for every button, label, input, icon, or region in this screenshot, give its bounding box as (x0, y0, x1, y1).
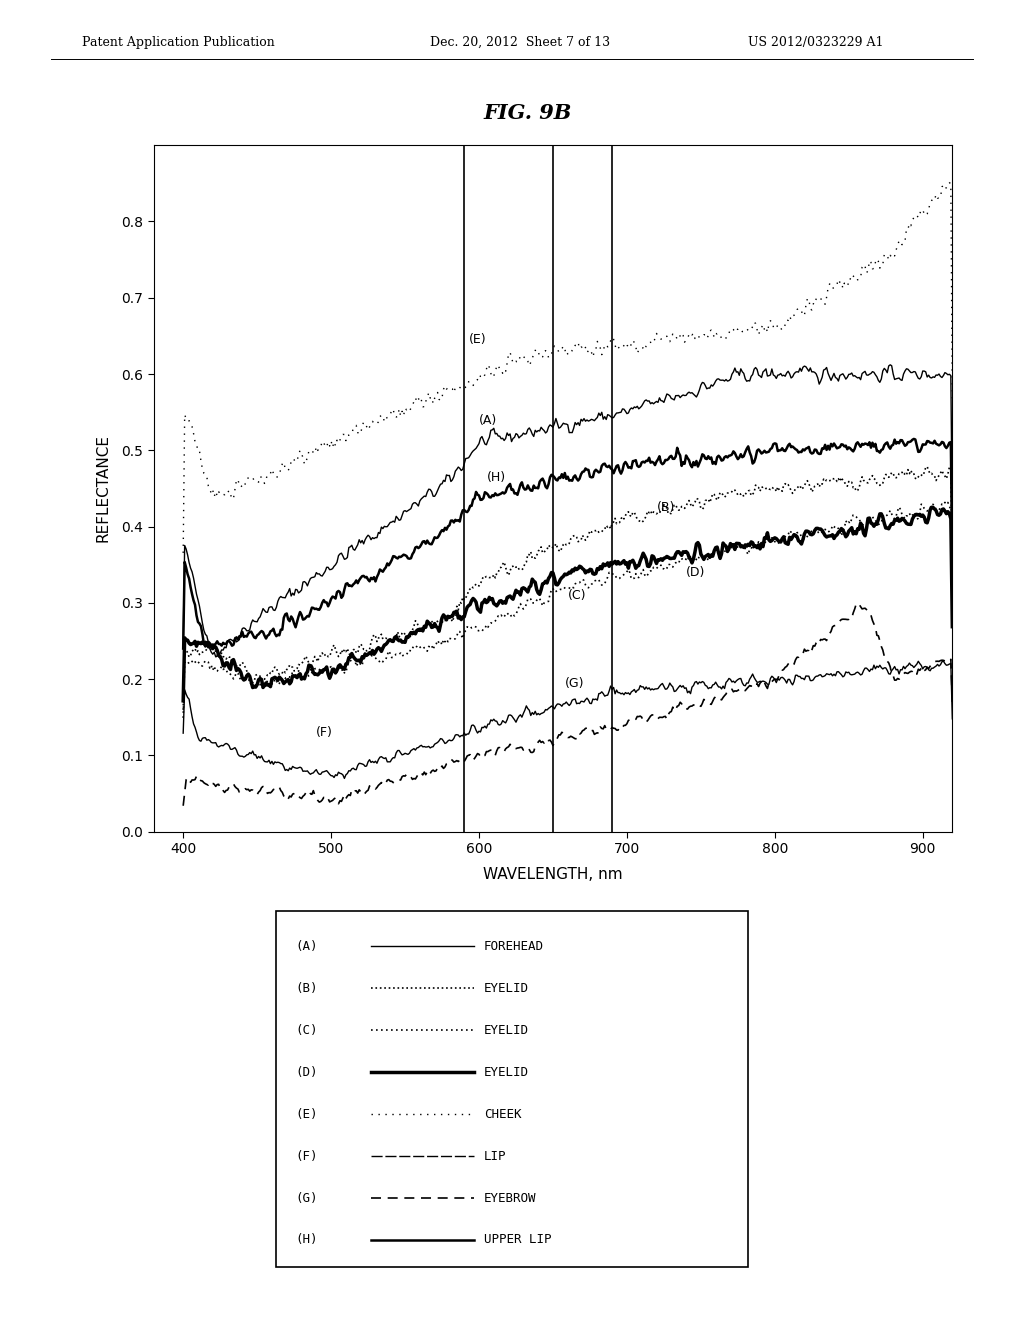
Text: (F): (F) (295, 1150, 317, 1163)
Text: (G): (G) (565, 677, 585, 689)
Text: (E): (E) (295, 1107, 317, 1121)
Text: EYELID: EYELID (483, 1024, 528, 1036)
Text: (C): (C) (295, 1024, 317, 1036)
Text: EYELID: EYELID (483, 1065, 528, 1078)
Text: Dec. 20, 2012  Sheet 7 of 13: Dec. 20, 2012 Sheet 7 of 13 (430, 36, 610, 49)
Text: (A): (A) (295, 940, 317, 953)
Text: (D): (D) (295, 1065, 317, 1078)
Text: EYELID: EYELID (483, 982, 528, 995)
X-axis label: WAVELENGTH, nm: WAVELENGTH, nm (483, 867, 623, 882)
Text: (G): (G) (295, 1192, 317, 1205)
Text: (E): (E) (469, 334, 486, 346)
Text: (B): (B) (295, 982, 317, 995)
Text: (H): (H) (295, 1233, 317, 1246)
Text: (H): (H) (486, 471, 506, 483)
Text: Patent Application Publication: Patent Application Publication (82, 36, 274, 49)
Text: (A): (A) (479, 413, 498, 426)
Text: (C): (C) (567, 589, 587, 602)
Text: US 2012/0323229 A1: US 2012/0323229 A1 (748, 36, 883, 49)
Text: (D): (D) (686, 566, 706, 579)
Text: FIG. 9B: FIG. 9B (483, 103, 571, 123)
Text: (B): (B) (656, 502, 675, 515)
Y-axis label: REFLECTANCE: REFLECTANCE (95, 434, 110, 543)
Text: FOREHEAD: FOREHEAD (483, 940, 544, 953)
Text: CHEEK: CHEEK (483, 1107, 521, 1121)
Text: LIP: LIP (483, 1150, 506, 1163)
Text: EYEBROW: EYEBROW (483, 1192, 537, 1205)
Text: UPPER LIP: UPPER LIP (483, 1233, 551, 1246)
Text: (F): (F) (316, 726, 333, 739)
